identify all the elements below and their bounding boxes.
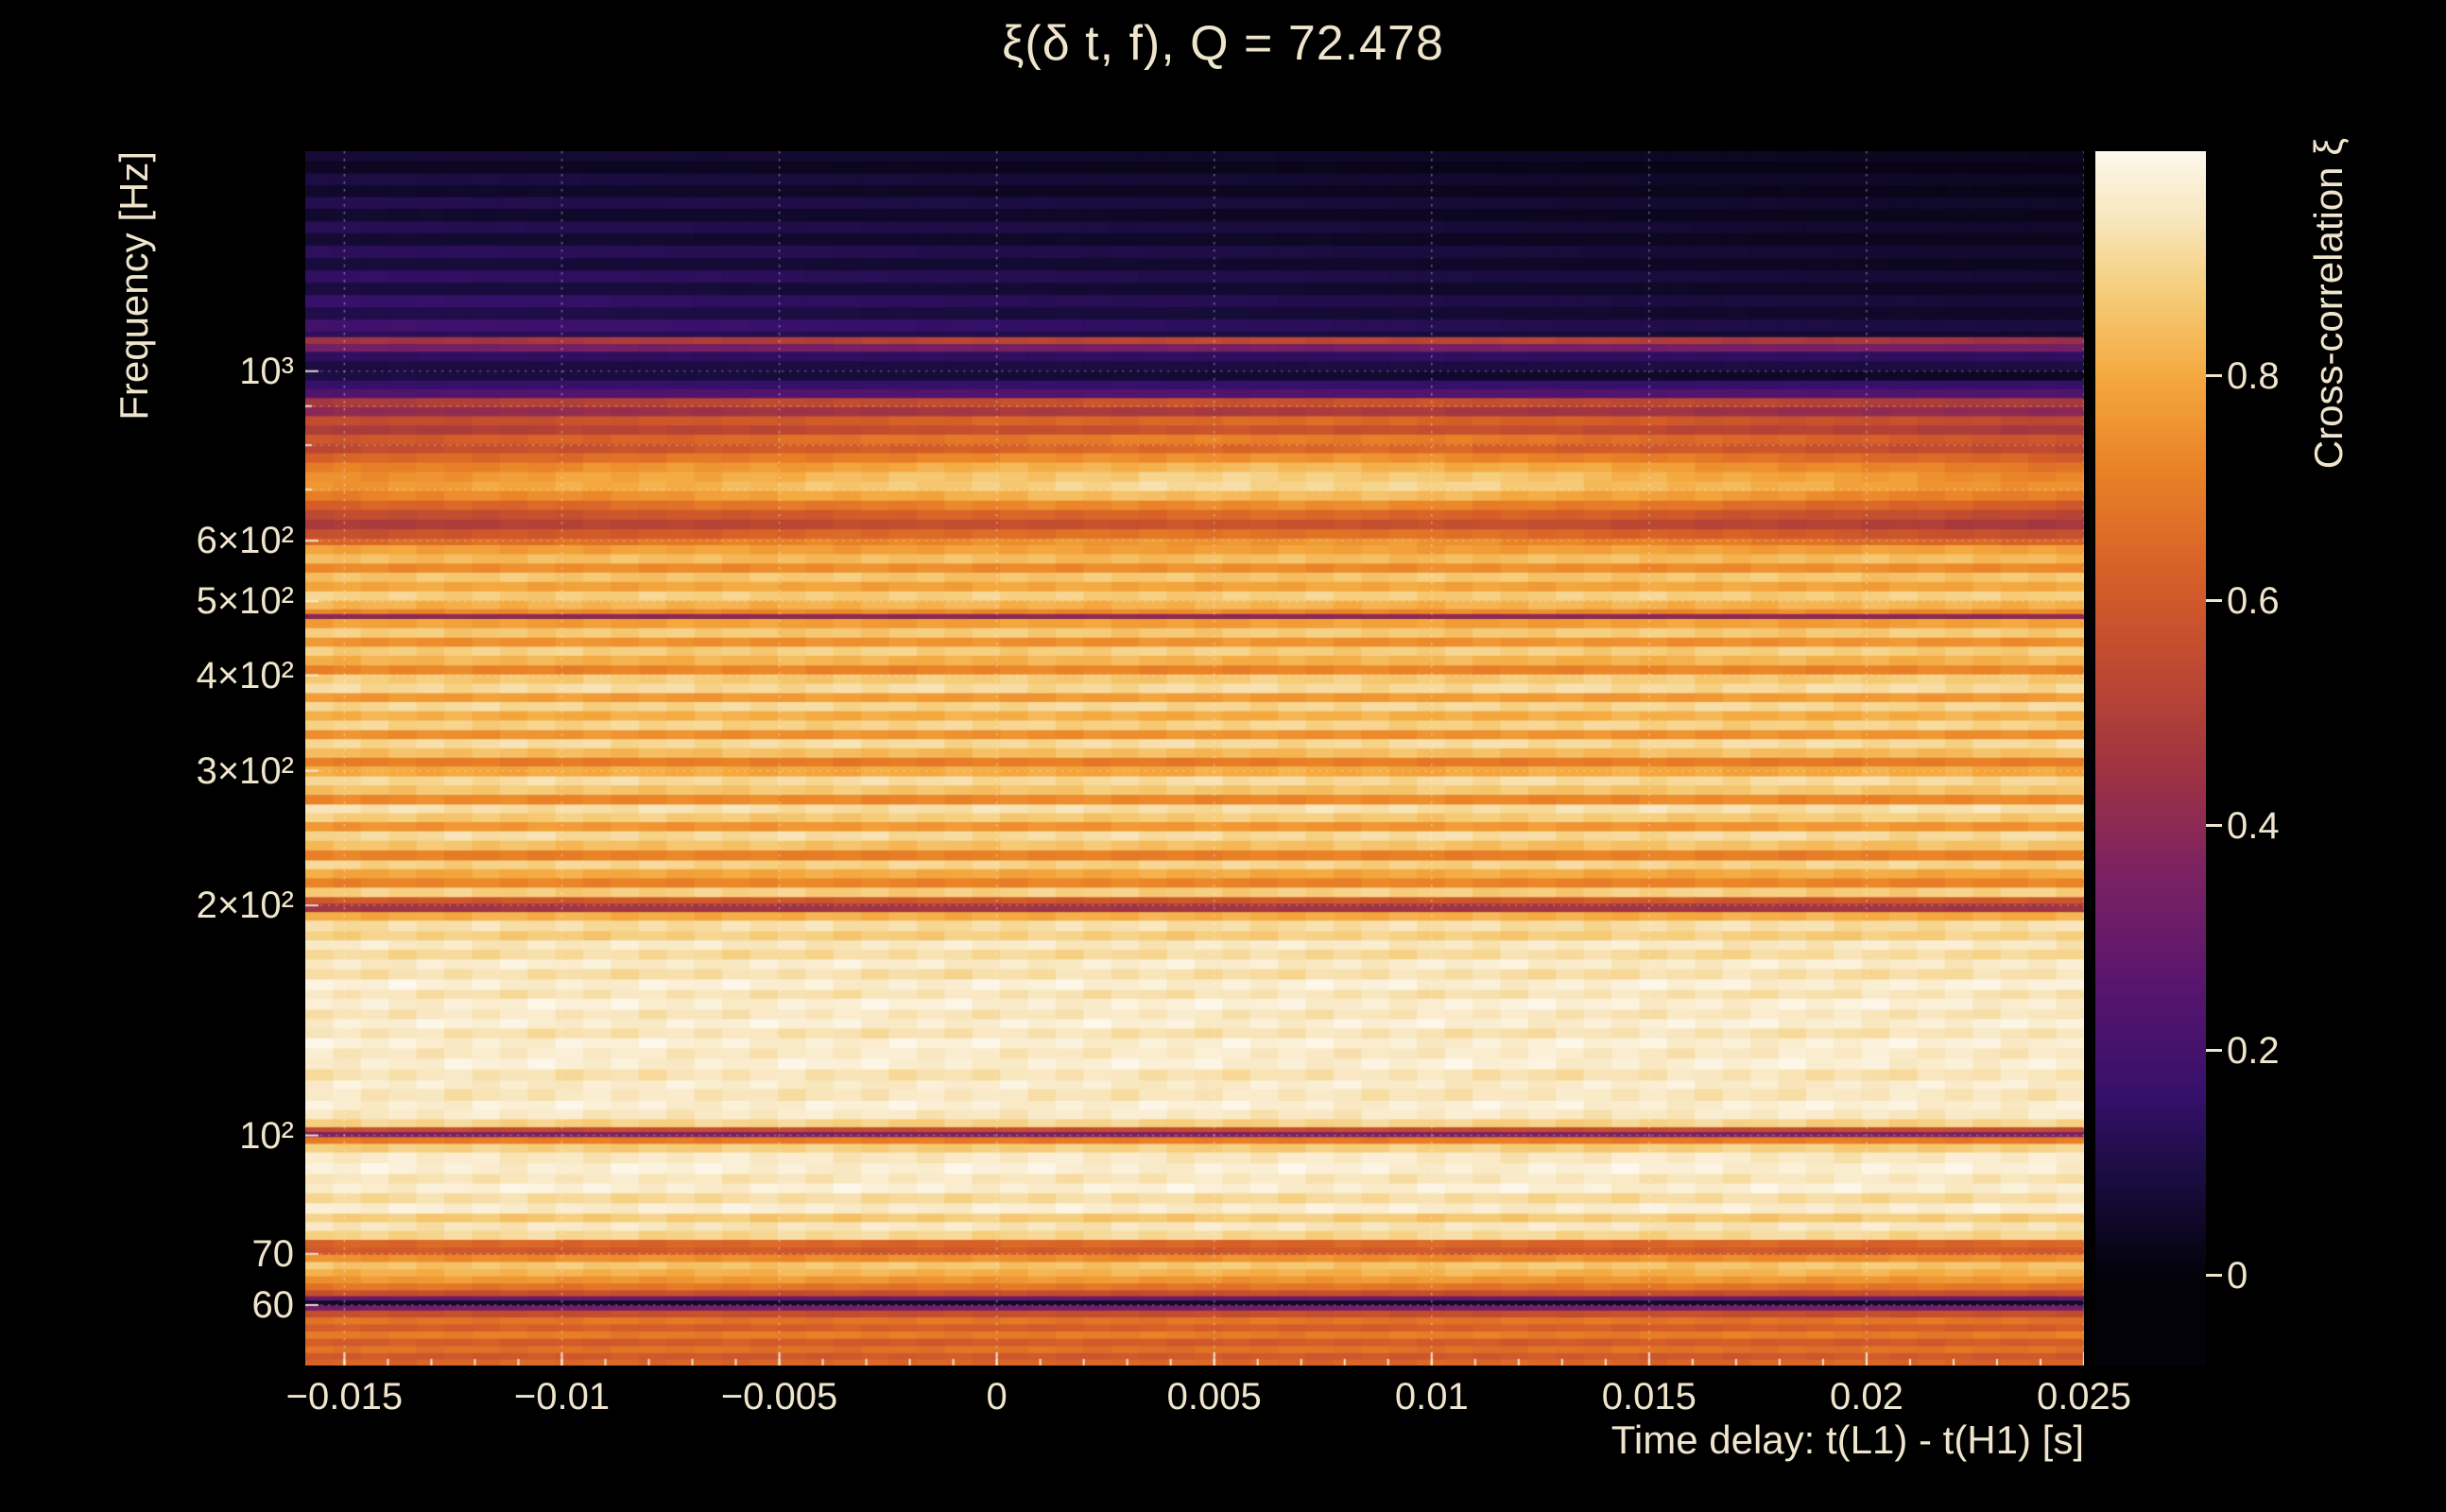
y-tick-label: 4×10²	[196, 654, 294, 696]
colorbar-tick-mark	[2206, 1049, 2222, 1053]
colorbar-tick-label: 0.8	[2227, 354, 2280, 397]
x-tick-label: 0.005	[1166, 1376, 1262, 1418]
x-tick-label: 0.015	[1601, 1376, 1697, 1418]
y-tick-label: 5×10²	[196, 580, 294, 623]
y-tick-label: 6×10²	[196, 520, 294, 562]
x-tick-label: −0.01	[513, 1376, 611, 1418]
x-axis-label: Time delay: t(L1) - t(H1) [s]	[1611, 1418, 2084, 1462]
x-tick-label: −0.005	[720, 1376, 838, 1418]
y-tick-label: 60	[251, 1283, 295, 1326]
colorbar-tick-mark	[2206, 374, 2222, 378]
colorbar-tick-label: 0.4	[2227, 804, 2280, 847]
colorbar-tick-label: 0.2	[2227, 1029, 2280, 1072]
colorbar-tick-mark	[2206, 599, 2222, 603]
x-tick-label: 0	[986, 1376, 1008, 1418]
chart-title: ξ(δ t, f), Q = 72.478	[1002, 16, 1444, 71]
x-tick-label: 0.02	[1829, 1376, 1903, 1418]
y-tick-label: 10³	[239, 350, 294, 392]
colorbar-tick-label: 0.6	[2227, 579, 2280, 622]
colorbar-canvas	[2095, 151, 2206, 1366]
x-tick-label: 0.025	[2036, 1376, 2132, 1418]
y-tick-label: 3×10²	[196, 749, 294, 792]
x-tick-label: −0.015	[285, 1376, 404, 1418]
colorbar-tick-label: 0	[2227, 1254, 2248, 1297]
y-tick-label: 10²	[239, 1114, 294, 1157]
heatmap-canvas	[305, 151, 2084, 1366]
colorbar-label: Cross-correlation ξ	[2306, 138, 2351, 470]
y-tick-label: 70	[251, 1232, 295, 1275]
x-tick-label: 0.01	[1394, 1376, 1469, 1418]
colorbar-tick-mark	[2206, 824, 2222, 828]
y-tick-label: 2×10²	[196, 885, 294, 927]
colorbar-tick-mark	[2206, 1274, 2222, 1278]
